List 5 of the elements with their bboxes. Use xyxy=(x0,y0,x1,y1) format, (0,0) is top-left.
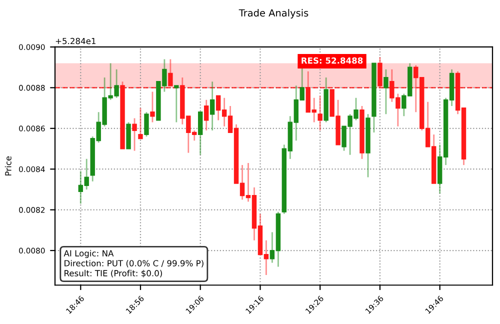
y-axis-title: Price xyxy=(4,156,12,176)
annotation: AI Logic: NA Direction: PUT (0.0% C / 99.9% P) Result: TIE (Profit: $0.0) xyxy=(64,250,204,278)
annotation: RES: 52.8488 xyxy=(302,57,363,64)
chart-title: Trade Analysis xyxy=(238,9,308,18)
text: +5.284e1 xyxy=(56,38,96,44)
